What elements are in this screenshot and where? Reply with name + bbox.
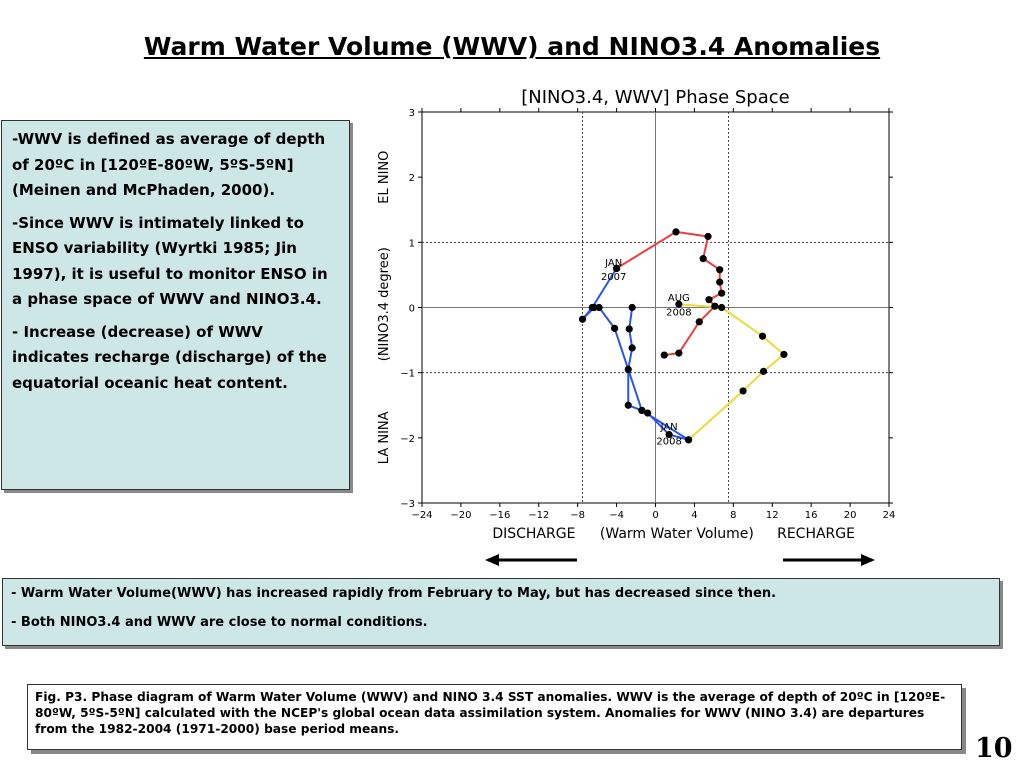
date-annotation: 2008 — [656, 436, 681, 447]
data-point-blue — [638, 406, 646, 415]
series-line-blue — [581, 267, 690, 441]
x-tick-label: 8 — [730, 510, 736, 521]
summary-line-1: - Warm Water Volume(WWV) has increased r… — [11, 586, 777, 601]
y-tick-label: −1 — [400, 369, 415, 380]
data-point-red — [695, 318, 703, 326]
data-point-blue — [665, 430, 673, 439]
y-tick-label: 1 — [409, 238, 415, 249]
x-axis-label: (Warm Water Volume) — [600, 526, 754, 542]
data-point-yellow — [718, 303, 726, 312]
y-label-la-nina: LA NINA — [377, 411, 392, 464]
y-label-el-nino: EL NINO — [377, 151, 392, 204]
data-point-red — [705, 296, 713, 304]
x-tick-label: 12 — [766, 510, 779, 521]
y-axis-label: (NINO3.4 degree) — [377, 247, 392, 361]
data-point-red — [711, 302, 719, 310]
data-point-red — [675, 349, 683, 357]
summary-line-2: - Both NINO3.4 and WWV are close to norm… — [11, 615, 428, 630]
x-tick-label: 24 — [883, 510, 896, 521]
figure-caption: Fig. P3. Phase diagram of Warm Water Vol… — [27, 684, 962, 750]
date-annotation: JAN — [604, 258, 622, 269]
page-number: 10 — [975, 733, 1013, 764]
data-point-yellow — [739, 387, 747, 395]
x-tick-label: −16 — [489, 510, 510, 521]
definition-paragraph-3: - Increase (decrease) of WWV indicates r… — [12, 322, 327, 392]
data-point-red — [699, 255, 707, 263]
date-annotation: JAN — [660, 422, 678, 433]
x-tick-label: 4 — [691, 510, 697, 521]
phase-space-chart: −24 −20 −16 −12 −8 −4 0 4 8 12 16 20 24−3−2−10123JAN… — [377, 87, 896, 566]
data-point-red — [704, 232, 712, 241]
data-point-red — [716, 278, 724, 286]
x-tick-label: −8 — [570, 510, 585, 521]
discharge-arrow-head — [485, 554, 499, 566]
y-tick-label: 2 — [409, 173, 415, 184]
x-tick-label: 0 — [652, 510, 658, 521]
data-point-blue — [644, 409, 652, 417]
x-tick-label: −12 — [528, 510, 549, 521]
y-tick-label: 0 — [409, 304, 415, 315]
data-point-blue — [624, 401, 632, 409]
data-point-red — [718, 289, 726, 297]
data-point-blue — [611, 324, 619, 332]
recharge-arrow-head — [861, 554, 875, 566]
data-point-red — [716, 266, 724, 274]
x-tick-label: −24 — [411, 510, 432, 521]
y-tick-label: −3 — [400, 499, 415, 510]
data-point-red — [660, 351, 668, 359]
data-point-yellow — [758, 332, 767, 340]
data-point-blue — [624, 365, 632, 374]
chart-title: [NINO3.4, WWV] Phase Space — [521, 87, 789, 108]
data-point-yellow — [759, 367, 768, 375]
data-point-red — [612, 264, 621, 272]
data-point-yellow — [780, 350, 788, 359]
data-point-red — [672, 228, 680, 236]
data-point-blue — [588, 303, 596, 312]
x-tick-label: 16 — [805, 510, 818, 521]
series-line-yellow — [678, 303, 785, 441]
data-point-yellow — [675, 300, 683, 308]
x-tick-label: −4 — [609, 510, 624, 521]
date-annotation: 2008 — [666, 307, 691, 318]
definition-paragraph-2: -Since WWV is intimately linked to ENSO … — [12, 213, 328, 309]
date-annotation: AUG — [668, 293, 690, 304]
date-annotation: 2007 — [601, 272, 626, 283]
x-tick-label: −20 — [450, 510, 471, 521]
y-tick-label: −2 — [400, 434, 415, 445]
data-point-yellow — [684, 436, 693, 444]
summary-text-box: - Warm Water Volume(WWV) has increased r… — [2, 578, 1000, 646]
x-label-recharge: RECHARGE — [777, 526, 855, 542]
data-point-blue — [628, 303, 636, 312]
x-tick-label: 20 — [844, 510, 857, 521]
data-point-blue — [625, 325, 633, 333]
definition-text-box: -WWV is defined as average of depth of 2… — [1, 120, 350, 490]
series-line-red — [616, 230, 723, 357]
x-label-discharge: DISCHARGE — [492, 526, 575, 542]
page-title: Warm Water Volume (WWV) and NINO3.4 Anom… — [143, 32, 881, 61]
data-point-blue — [628, 344, 636, 352]
definition-paragraph-1: -WWV is defined as average of depth of 2… — [12, 130, 326, 199]
y-tick-label: 3 — [409, 108, 415, 119]
data-point-blue — [578, 315, 587, 323]
